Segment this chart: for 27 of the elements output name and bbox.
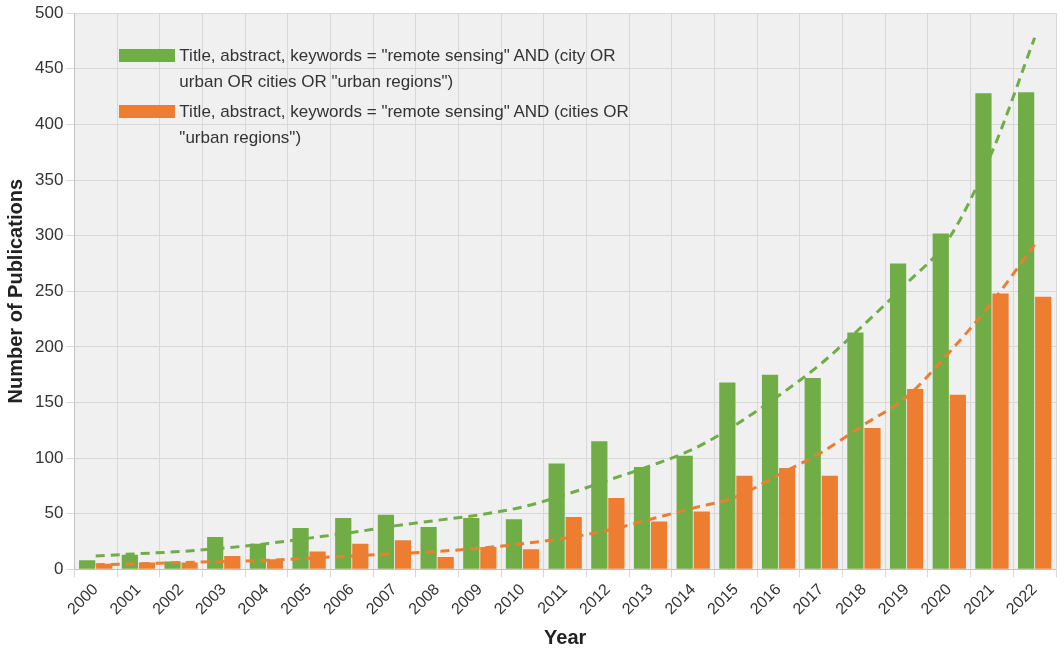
bar bbox=[864, 428, 881, 569]
y-tick-label: 300 bbox=[34, 225, 64, 245]
y-axis-title: Number of Publications bbox=[3, 178, 26, 404]
y-tick-label: 400 bbox=[34, 114, 64, 134]
bar bbox=[821, 475, 838, 569]
x-axis-title: Year bbox=[544, 625, 587, 648]
line-series bbox=[94, 243, 1037, 567]
legend-label: Title, abstract, keywords = "remote sensing" AND (cities OR "urban regions") bbox=[179, 101, 630, 150]
legend-label: Title, abstract, keywords = "remote sensing" AND (city OR urban OR cities OR "urban regions") bbox=[179, 45, 617, 94]
y-tick-label: 100 bbox=[34, 447, 64, 467]
y-tick-label: 500 bbox=[34, 2, 64, 22]
y-tick-label: 350 bbox=[34, 169, 64, 189]
bar bbox=[522, 549, 540, 569]
bar bbox=[420, 527, 437, 569]
y-tick-label: 150 bbox=[34, 392, 64, 412]
bar bbox=[79, 560, 96, 569]
y-tick-label: 250 bbox=[34, 280, 64, 300]
y-tick-label: 0 bbox=[53, 558, 64, 578]
bar bbox=[1035, 296, 1052, 569]
bar bbox=[505, 519, 523, 569]
bar bbox=[693, 511, 710, 569]
bar bbox=[949, 394, 966, 569]
y-tick-label: 50 bbox=[44, 503, 64, 523]
y-tick-label: 450 bbox=[34, 58, 64, 78]
bar bbox=[1018, 92, 1035, 569]
bar bbox=[437, 557, 454, 569]
y-tick-label: 200 bbox=[34, 336, 64, 356]
